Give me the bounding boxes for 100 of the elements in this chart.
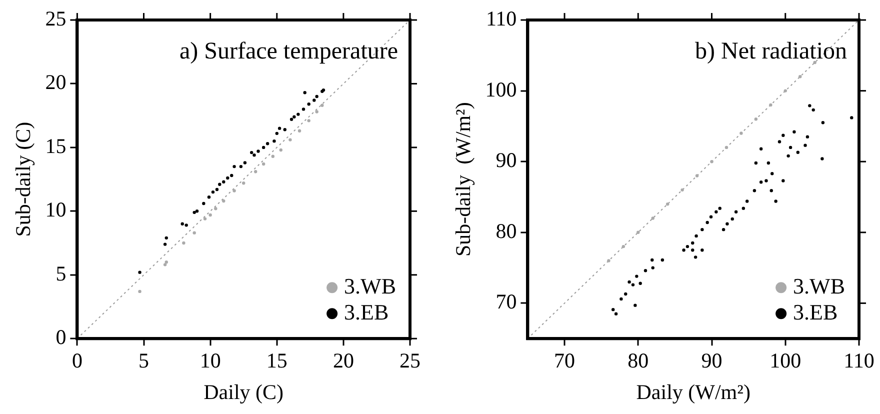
point <box>614 312 618 316</box>
point <box>691 241 694 245</box>
point <box>163 263 167 266</box>
point <box>252 153 256 157</box>
y-tick-label: 0 <box>56 325 66 350</box>
point <box>266 142 270 146</box>
point <box>650 258 654 262</box>
point <box>651 216 654 220</box>
point <box>296 112 300 116</box>
point <box>315 94 318 98</box>
point <box>622 244 626 248</box>
point <box>718 206 722 210</box>
point <box>820 157 824 160</box>
point <box>808 104 812 108</box>
point <box>813 60 816 64</box>
point <box>666 202 670 206</box>
point <box>691 248 694 252</box>
x-tick-label: 5 <box>138 348 150 373</box>
x-tick-label: 100 <box>770 348 802 373</box>
point <box>635 274 638 278</box>
point <box>283 128 286 132</box>
y-axis-title: Sub-daily (W/m²) <box>451 102 476 257</box>
point <box>806 135 810 138</box>
x-tick-label: 110 <box>844 348 874 373</box>
point <box>232 164 236 168</box>
point <box>192 231 196 234</box>
point <box>222 199 226 203</box>
point <box>680 188 684 192</box>
point <box>254 170 258 174</box>
point <box>163 242 167 246</box>
point <box>786 154 790 158</box>
point <box>774 200 778 203</box>
y-tick-label: 25 <box>45 6 66 31</box>
point <box>303 91 306 94</box>
point <box>290 118 294 122</box>
point <box>769 103 772 107</box>
text: b) Net radiation <box>695 38 847 64</box>
point <box>631 283 635 286</box>
point <box>208 213 212 217</box>
point <box>686 244 690 248</box>
point <box>722 228 726 232</box>
text: a) Surface temperature <box>179 38 398 64</box>
point <box>292 115 296 118</box>
point <box>164 260 168 264</box>
point <box>812 108 815 112</box>
x-tick-label: 80 <box>628 348 649 373</box>
x-tick-label: 90 <box>701 348 722 373</box>
point <box>706 220 709 224</box>
point <box>320 104 324 107</box>
point <box>695 174 699 178</box>
point <box>164 236 168 240</box>
point <box>275 132 278 136</box>
point <box>180 222 184 226</box>
point <box>298 129 302 132</box>
point <box>754 118 758 121</box>
x-tick-label: 0 <box>72 348 82 373</box>
point <box>271 154 274 158</box>
point <box>214 207 218 210</box>
point <box>607 259 610 262</box>
point <box>759 180 763 184</box>
point <box>726 222 729 226</box>
point <box>682 248 686 252</box>
point <box>272 139 276 143</box>
x-axis-title: Daily (W/m²) <box>636 380 750 404</box>
point <box>850 116 854 120</box>
point <box>302 108 306 111</box>
x-tick-label: 10 <box>200 348 221 373</box>
y-tick-label: 15 <box>45 134 66 158</box>
point <box>195 210 199 213</box>
x-tick-label: 70 <box>554 348 576 373</box>
point <box>288 138 292 142</box>
point <box>636 230 640 234</box>
point <box>764 179 768 182</box>
point <box>804 144 807 147</box>
point <box>782 179 785 182</box>
point <box>634 304 637 307</box>
point <box>742 206 746 210</box>
point <box>710 160 714 164</box>
point <box>262 146 266 150</box>
point <box>788 146 792 150</box>
point <box>230 174 234 178</box>
y-tick-label: 90 <box>496 148 517 172</box>
legend-label: 3.EB <box>344 299 389 324</box>
point <box>279 148 282 152</box>
point <box>215 188 219 192</box>
point <box>628 280 631 284</box>
point <box>792 130 796 134</box>
point <box>138 270 142 274</box>
point <box>262 162 266 166</box>
point <box>798 75 802 78</box>
point <box>694 256 698 259</box>
point <box>278 126 282 130</box>
x-tick-label: 15 <box>266 348 288 373</box>
y-tick-label: 110 <box>486 6 517 31</box>
point <box>724 146 728 150</box>
point <box>784 89 787 92</box>
point <box>700 228 704 232</box>
point <box>644 269 648 272</box>
point <box>243 161 247 164</box>
point <box>182 241 186 245</box>
